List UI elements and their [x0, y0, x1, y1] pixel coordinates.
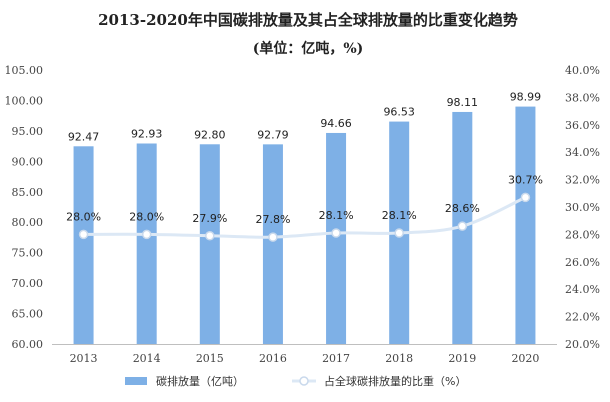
- bar-value-label: 94.66: [320, 117, 352, 130]
- left-axis-tick-label: 80.00: [12, 216, 44, 229]
- bar-value-label: 98.99: [510, 91, 542, 104]
- bar-value-label: 98.11: [447, 96, 479, 109]
- x-axis-tick-label: 2018: [385, 352, 413, 365]
- bar-series: 92.47 92.93 92.80 92.79 94.66 96.53 98.11 98.99: [68, 91, 541, 344]
- bar: [199, 144, 220, 344]
- line-point: [457, 221, 468, 231]
- bar: [262, 144, 283, 344]
- bar-value-label: 92.47: [68, 130, 100, 143]
- right-axis-tick-label: 40.0%: [565, 64, 600, 77]
- line-point: [268, 232, 278, 242]
- legend-bar-swatch: [125, 377, 147, 385]
- left-axis: 60.00 65.00 70.00 75.00 80.00 85.00 90.00 95.00…: [5, 64, 44, 351]
- left-axis-tick-label: 105.00: [5, 64, 44, 77]
- chart-subtitle: (单位：亿吨，%): [253, 40, 364, 57]
- line-point: [394, 228, 404, 238]
- legend-line-marker: [299, 376, 309, 386]
- x-axis-tick-label: 2017: [322, 352, 350, 365]
- line-point: [205, 231, 215, 241]
- x-axis-tick-label: 2013: [70, 352, 98, 365]
- bar: [515, 106, 536, 344]
- bar-value-label: 92.93: [131, 127, 163, 140]
- x-axis-tick-label: 2016: [259, 352, 287, 365]
- bar: [73, 146, 94, 344]
- left-axis-tick-label: 100.00: [5, 94, 44, 107]
- legend: 碳排放量（亿吨） 占全球碳排放量的比重（%）: [125, 374, 466, 388]
- line-value-label: 28.1%: [319, 209, 354, 222]
- right-axis-tick-label: 32.0%: [565, 174, 600, 187]
- left-axis-tick-label: 85.00: [12, 186, 44, 199]
- x-axis: 2013 2014 2015 2016 2017 2018 2019 2020: [52, 344, 557, 365]
- x-axis-tick-label: 2020: [511, 352, 539, 365]
- bar-value-label: 92.79: [257, 128, 289, 141]
- line-value-label: 28.1%: [382, 209, 417, 222]
- line-series: 28.0% 28.0% 27.9% 27.8% 28.1% 28.1% 28.6% 30.7%: [66, 173, 543, 242]
- right-axis-tick-label: 20.0%: [565, 338, 600, 351]
- right-axis-tick-label: 28.0%: [565, 228, 600, 241]
- line-value-label: 27.9%: [192, 212, 227, 225]
- chart-title: 2013-2020年中国碳排放量及其占全球排放量的比重变化趋势: [98, 11, 518, 29]
- line-value-label: 30.7%: [508, 173, 543, 186]
- bar: [136, 143, 157, 344]
- x-axis-tick-label: 2019: [448, 352, 476, 365]
- left-axis-tick-label: 75.00: [12, 247, 44, 260]
- right-axis-tick-label: 24.0%: [565, 283, 600, 296]
- x-axis-tick-label: 2014: [133, 352, 161, 365]
- line-value-label: 27.8%: [255, 213, 290, 226]
- left-axis-tick-label: 90.00: [12, 155, 44, 168]
- line-value-label: 28.6%: [445, 202, 480, 215]
- left-axis-tick-label: 65.00: [12, 308, 44, 321]
- right-axis-tick-label: 34.0%: [565, 146, 600, 159]
- right-axis-tick-label: 36.0%: [565, 119, 600, 132]
- right-axis-tick-label: 22.0%: [565, 311, 600, 324]
- right-axis-tick-label: 30.0%: [565, 201, 600, 214]
- left-axis-tick-label: 70.00: [12, 277, 44, 290]
- legend-line-label: 占全球碳排放量的比重（%）: [324, 374, 466, 388]
- line-value-label: 28.0%: [66, 210, 101, 223]
- right-axis: 20.0% 22.0% 24.0% 26.0% 28.0% 30.0% 32.0% 34.0%…: [565, 64, 600, 351]
- bar-value-label: 92.80: [194, 128, 226, 141]
- right-axis-tick-label: 26.0%: [565, 256, 600, 269]
- line-point: [141, 229, 152, 240]
- x-axis-tick-label: 2015: [196, 352, 224, 365]
- right-axis-tick-label: 38.0%: [565, 91, 600, 104]
- line-value-label: 28.0%: [129, 210, 164, 223]
- legend-bar-label: 碳排放量（亿吨）: [156, 374, 244, 388]
- line-point: [331, 228, 341, 238]
- bar-value-label: 96.53: [383, 106, 415, 119]
- line-point: [78, 229, 89, 240]
- left-axis-tick-label: 60.00: [12, 338, 44, 351]
- left-axis-tick-label: 95.00: [12, 125, 44, 138]
- bar: [326, 132, 347, 344]
- line-point: [520, 192, 531, 203]
